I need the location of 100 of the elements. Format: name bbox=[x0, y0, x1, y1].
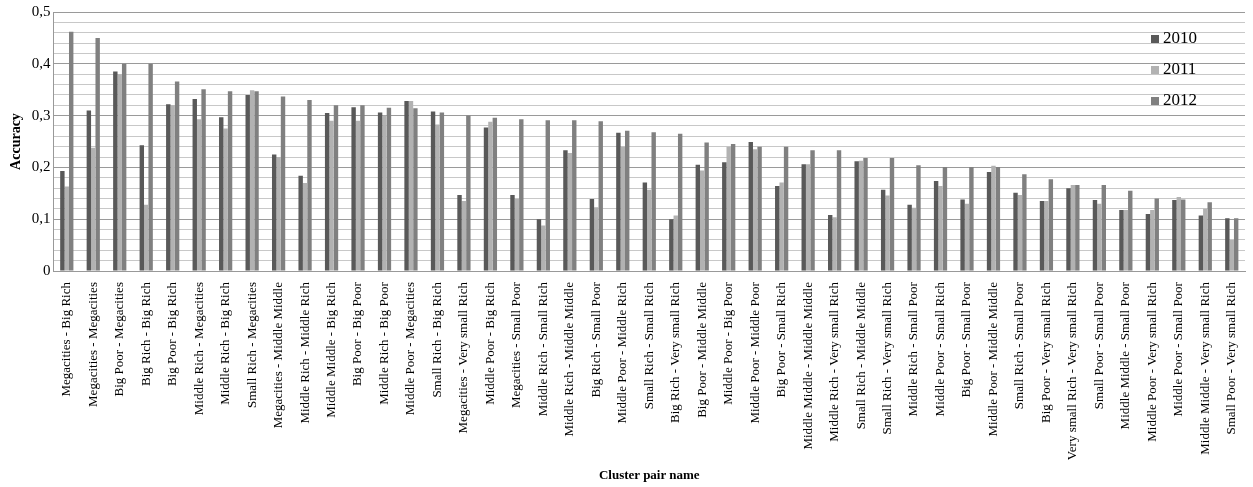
bar bbox=[748, 142, 753, 271]
bar bbox=[413, 108, 418, 271]
bar bbox=[1198, 215, 1204, 271]
bar bbox=[669, 219, 674, 271]
x-tick-label: Very small Rich - Very small Rich bbox=[1064, 281, 1080, 461]
bar bbox=[1145, 214, 1151, 271]
y-axis-title: Accuracy bbox=[8, 113, 24, 170]
x-tick-label: Middle Poor - Small Rich bbox=[931, 281, 947, 417]
bar bbox=[1176, 196, 1182, 271]
bar bbox=[885, 195, 890, 271]
bar bbox=[854, 161, 859, 271]
bar bbox=[858, 160, 864, 271]
bar bbox=[60, 171, 65, 271]
bar bbox=[1097, 203, 1102, 271]
x-tick-label: Megacities - Very small Rich bbox=[455, 281, 471, 434]
x-tick-label: Big Poor - Big Rich bbox=[164, 281, 180, 387]
bar bbox=[938, 186, 943, 271]
x-tick-label: Middle Poor - Middle Poor bbox=[746, 281, 762, 424]
bar bbox=[1123, 209, 1129, 271]
bar bbox=[201, 89, 206, 271]
bar bbox=[1092, 200, 1098, 271]
bar bbox=[779, 182, 784, 271]
y-tick-label: 0 bbox=[43, 261, 51, 278]
x-tick-label: Megacities - Small Poor bbox=[508, 281, 524, 409]
bar bbox=[642, 182, 648, 271]
bar bbox=[775, 186, 780, 271]
bar bbox=[329, 120, 334, 271]
bar bbox=[1075, 185, 1080, 271]
bar bbox=[1233, 218, 1239, 271]
bar bbox=[430, 111, 436, 271]
bar bbox=[704, 142, 709, 271]
bar bbox=[647, 189, 652, 271]
bar bbox=[457, 194, 462, 271]
x-tick-label: Middle Middle - Big Rich bbox=[322, 281, 338, 418]
bar bbox=[435, 124, 440, 271]
bar bbox=[91, 147, 96, 271]
bar bbox=[863, 158, 868, 271]
bar bbox=[1022, 174, 1027, 271]
bar bbox=[1207, 202, 1212, 271]
bar bbox=[386, 107, 392, 271]
bar bbox=[466, 115, 471, 271]
x-tick-label: Big Rich - Big Rich bbox=[137, 281, 153, 387]
x-tick-label: Big Poor - Megacities bbox=[111, 282, 127, 397]
bar bbox=[1048, 179, 1054, 271]
y-tick-label: 0,5 bbox=[31, 2, 51, 19]
bar bbox=[536, 219, 542, 271]
bar bbox=[695, 164, 701, 271]
bar bbox=[219, 117, 224, 271]
x-tick-label: Megacities - Middle Middle bbox=[270, 281, 286, 429]
x-tick-label: Middle Poor - Middle Rich bbox=[614, 281, 630, 424]
y-tick-label: 0,3 bbox=[31, 106, 51, 123]
bar bbox=[916, 165, 921, 271]
bar bbox=[276, 157, 281, 271]
x-tick-label: Middle Middle - Small Poor bbox=[1117, 281, 1133, 430]
bar bbox=[223, 128, 228, 271]
bar bbox=[567, 152, 573, 271]
x-tick-label: Small Rich - Megacities bbox=[243, 282, 259, 409]
bar bbox=[810, 150, 815, 271]
bar bbox=[616, 132, 621, 271]
x-tick-label: Big Poor - Small Rich bbox=[773, 281, 789, 398]
y-tick-label: 0,1 bbox=[31, 210, 51, 227]
bar bbox=[1154, 198, 1159, 271]
bar bbox=[911, 207, 917, 271]
bar bbox=[307, 100, 312, 271]
x-tick-label: Megacities - Megacities bbox=[84, 282, 100, 407]
bar bbox=[783, 146, 789, 271]
bar bbox=[907, 204, 912, 271]
bar bbox=[139, 145, 145, 271]
bar bbox=[598, 121, 603, 271]
bar bbox=[351, 107, 356, 271]
bar bbox=[991, 165, 996, 271]
bar bbox=[360, 105, 365, 271]
bar bbox=[836, 150, 842, 271]
bar bbox=[439, 112, 445, 271]
bar bbox=[302, 182, 308, 271]
bar bbox=[1066, 188, 1071, 271]
bar bbox=[677, 133, 683, 271]
bar bbox=[1013, 192, 1018, 271]
x-tick-label: Small Poor - Very small Rich bbox=[1223, 281, 1239, 435]
bar bbox=[651, 132, 656, 271]
bar bbox=[1044, 201, 1049, 271]
x-tick-label: Small Rich - Very small Rich bbox=[878, 281, 894, 435]
bar bbox=[249, 90, 255, 271]
x-tick-label: Middle Rich - Small Rich bbox=[534, 281, 550, 417]
bar bbox=[227, 91, 233, 271]
x-tick-label: Middle Rich - Big Poor bbox=[375, 281, 391, 405]
bar bbox=[545, 120, 550, 271]
x-tick-label: Middle Rich - Middle Rich bbox=[296, 281, 312, 424]
bar bbox=[324, 113, 330, 271]
bar bbox=[377, 112, 383, 271]
legend-label: 2012 bbox=[1163, 90, 1197, 110]
bar bbox=[461, 201, 467, 271]
legend-label: 2011 bbox=[1163, 59, 1197, 79]
x-tick-label: Small Rich - Small Rich bbox=[640, 281, 656, 410]
bar bbox=[594, 207, 599, 271]
x-tick-label: Middle Rich - Small Poor bbox=[905, 281, 921, 417]
bar bbox=[192, 99, 197, 271]
bar bbox=[995, 166, 1001, 271]
bar bbox=[726, 146, 731, 271]
bar bbox=[333, 105, 339, 271]
